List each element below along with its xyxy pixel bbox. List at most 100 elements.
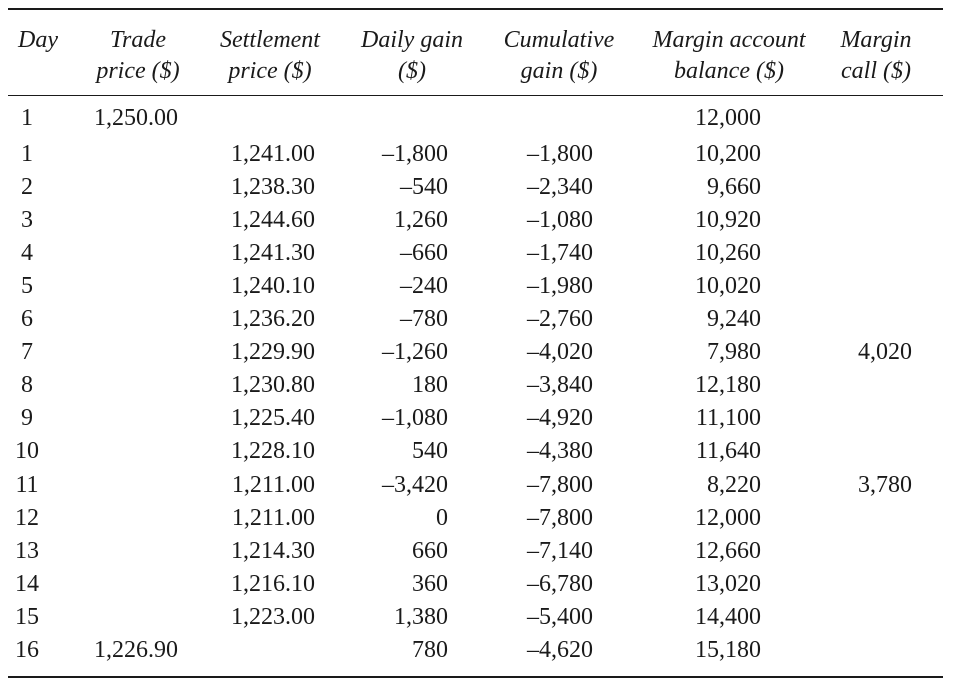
header-balance-line-1: Margin account xyxy=(652,27,806,53)
header-balance-line-2: balance ($) xyxy=(674,58,784,84)
table-row: 1 1,250.00 12,000 xyxy=(0,102,958,135)
cell-day: 6 xyxy=(21,306,33,332)
cell-day: 16 xyxy=(15,637,39,663)
cell-cumulative-gain: –1,800 xyxy=(527,141,593,167)
cell-cumulative-gain: –4,380 xyxy=(527,438,593,464)
cell-cumulative-gain: –7,140 xyxy=(527,538,593,564)
cell-daily-gain: –540 xyxy=(400,174,448,200)
cell-day: 14 xyxy=(15,571,39,597)
cell-daily-gain: 1,260 xyxy=(394,207,448,233)
cell-day: 1 xyxy=(21,105,33,131)
table-row: 15 1,223.00 1,380 –5,400 14,400 xyxy=(0,601,958,634)
header-cumulative-gain: Cumulative gain ($) xyxy=(495,25,623,87)
header-trade-line-2: price ($) xyxy=(96,58,180,84)
cell-daily-gain: 180 xyxy=(412,372,448,398)
cell-daily-gain: –1,080 xyxy=(382,405,448,431)
header-settlement-line-1: Settlement xyxy=(220,27,320,53)
cell-margin-balance: 12,000 xyxy=(695,505,761,531)
table-row: 14 1,216.10 360 –6,780 13,020 xyxy=(0,568,958,601)
cell-margin-balance: 8,220 xyxy=(707,472,761,498)
cell-settlement-price: 1,236.20 xyxy=(231,306,315,332)
cell-cumulative-gain: –1,980 xyxy=(527,273,593,299)
header-cumulative-line-2: gain ($) xyxy=(520,58,598,84)
table-row: 11 1,211.00 –3,420 –7,800 8,220 3,780 xyxy=(0,469,958,502)
cell-trade-price: 1,250.00 xyxy=(94,105,178,131)
cell-settlement-price: 1,238.30 xyxy=(231,174,315,200)
header-call-line-1: Margin xyxy=(840,27,912,53)
table-row: 4 1,241.30 –660 –1,740 10,260 xyxy=(0,237,958,270)
header-day-line-1: Day xyxy=(18,27,58,53)
cell-day: 8 xyxy=(21,372,33,398)
cell-settlement-price: 1,230.80 xyxy=(231,372,315,398)
cell-settlement-price: 1,216.10 xyxy=(231,571,315,597)
cell-margin-call: 4,020 xyxy=(858,339,912,365)
cell-settlement-price: 1,241.00 xyxy=(231,141,315,167)
cell-cumulative-gain: –7,800 xyxy=(527,505,593,531)
cell-margin-balance: 10,920 xyxy=(695,207,761,233)
cell-daily-gain: –780 xyxy=(400,306,448,332)
cell-daily-gain: 360 xyxy=(412,571,448,597)
header-margin-call: Margin call ($) xyxy=(830,25,922,87)
cell-cumulative-gain: –4,620 xyxy=(527,637,593,663)
cell-cumulative-gain: –1,740 xyxy=(527,240,593,266)
cell-day: 1 xyxy=(21,141,33,167)
header-margin-balance: Margin account balance ($) xyxy=(640,25,818,87)
cell-day: 5 xyxy=(21,273,33,299)
cell-margin-balance: 9,660 xyxy=(707,174,761,200)
header-day: Day xyxy=(18,25,58,56)
cell-settlement-price: 1,229.90 xyxy=(231,339,315,365)
header-settlement-price: Settlement price ($) xyxy=(210,25,330,87)
table-row: 5 1,240.10 –240 –1,980 10,020 xyxy=(0,270,958,303)
cell-settlement-price: 1,214.30 xyxy=(231,538,315,564)
header-trade-price: Trade price ($) xyxy=(90,25,186,87)
cell-margin-balance: 15,180 xyxy=(695,637,761,663)
cell-trade-price: 1,226.90 xyxy=(94,637,178,663)
cell-margin-balance: 10,200 xyxy=(695,141,761,167)
table-row: 12 1,211.00 0 –7,800 12,000 xyxy=(0,502,958,535)
header-trade-line-1: Trade xyxy=(109,27,166,53)
cell-day: 3 xyxy=(21,207,33,233)
cell-margin-balance: 11,640 xyxy=(695,438,761,464)
header-separator-rule xyxy=(8,95,943,96)
header-settlement-line-2: price ($) xyxy=(228,58,312,84)
table-row: 3 1,244.60 1,260 –1,080 10,920 xyxy=(0,204,958,237)
table-row: 13 1,214.30 660 –7,140 12,660 xyxy=(0,535,958,568)
cell-daily-gain: –1,260 xyxy=(382,339,448,365)
cell-margin-balance: 11,100 xyxy=(695,405,761,431)
cell-cumulative-gain: –4,920 xyxy=(527,405,593,431)
table-row: 2 1,238.30 –540 –2,340 9,660 xyxy=(0,171,958,204)
cell-day: 2 xyxy=(21,174,33,200)
cell-cumulative-gain: –5,400 xyxy=(527,604,593,630)
header-call-line-2: call ($) xyxy=(841,58,911,84)
table-row: 10 1,228.10 540 –4,380 11,640 xyxy=(0,435,958,468)
cell-margin-balance: 10,020 xyxy=(695,273,761,299)
table-top-rule xyxy=(8,8,943,10)
table-row: 9 1,225.40 –1,080 –4,920 11,100 xyxy=(0,402,958,435)
cell-margin-balance: 7,980 xyxy=(707,339,761,365)
cell-daily-gain: –660 xyxy=(400,240,448,266)
cell-daily-gain: 660 xyxy=(412,538,448,564)
cell-cumulative-gain: –3,840 xyxy=(527,372,593,398)
cell-settlement-price: 1,228.10 xyxy=(231,438,315,464)
cell-cumulative-gain: –4,020 xyxy=(527,339,593,365)
table-row: 6 1,236.20 –780 –2,760 9,240 xyxy=(0,303,958,336)
table-row: 1 1,241.00 –1,800 –1,800 10,200 xyxy=(0,138,958,171)
cell-settlement-price: 1,244.60 xyxy=(231,207,315,233)
cell-daily-gain: –1,800 xyxy=(382,141,448,167)
cell-daily-gain: –3,420 xyxy=(382,472,448,498)
cell-daily-gain: 540 xyxy=(412,438,448,464)
cell-day: 10 xyxy=(15,438,39,464)
cell-settlement-price: 1,211.00 xyxy=(231,505,315,531)
cell-cumulative-gain: –2,760 xyxy=(527,306,593,332)
cell-margin-balance: 10,260 xyxy=(695,240,761,266)
cell-margin-balance: 12,000 xyxy=(695,105,761,131)
cell-margin-balance: 13,020 xyxy=(695,571,761,597)
cell-daily-gain: 0 xyxy=(436,505,448,531)
header-daily-gain: Daily gain ($) xyxy=(353,25,471,87)
cell-settlement-price: 1,225.40 xyxy=(231,405,315,431)
cell-settlement-price: 1,241.30 xyxy=(231,240,315,266)
cell-daily-gain: 1,380 xyxy=(394,604,448,630)
table-bottom-rule xyxy=(8,676,943,678)
cell-margin-balance: 14,400 xyxy=(695,604,761,630)
